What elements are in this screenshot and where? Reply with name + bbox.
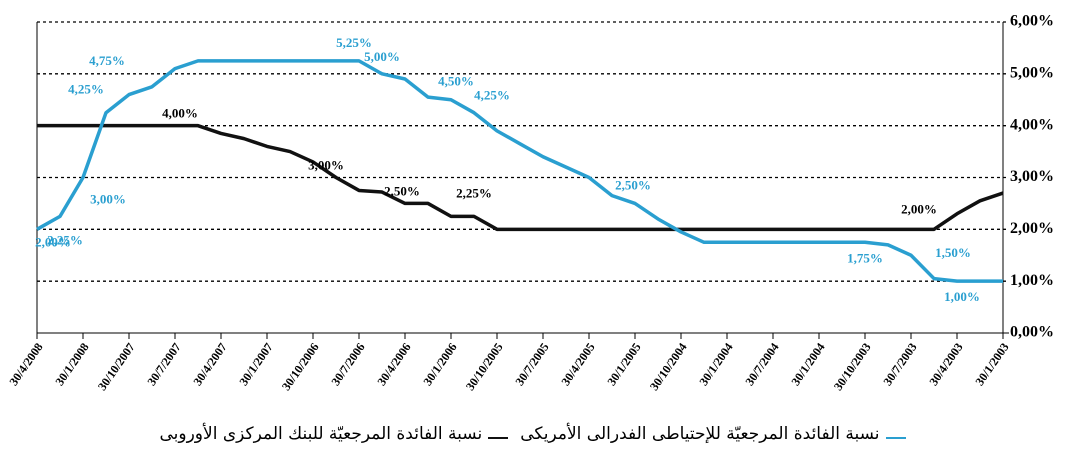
legend-swatch [885,437,906,439]
x-tick-label: 30/1/2006 [420,340,459,388]
y-tick-label: 5,00% [1010,65,1054,82]
chart: 0,00% 1,00% 2,00% 3,00% 4,00% 5,00% 6,00% 30/4/… [6,13,1054,393]
legend: نسبة الفائدة المرجعيّة للإحتياطى الفدرال… [0,424,1065,444]
x-tick-label: 30/10/2006 [279,340,322,393]
x-tick-label: 30/1/2007 [236,340,275,388]
y-tick-label: 4,00% [1010,116,1054,133]
x-tick-label: 30/4/2006 [374,340,413,388]
data-label: 5,25% [336,35,372,50]
data-label: 2,50% [615,177,651,192]
x-tick-label: 30/7/2005 [512,340,551,388]
x-tick-label: 30/1/2003 [972,340,1011,388]
y-tick-label: 6,00% [1010,13,1054,30]
x-tick-label: 30/7/2004 [742,340,781,388]
line [36,59,1003,283]
legend-item: نسبة الفائدة المرجعيّة للبنك المركزى الأ… [159,424,509,444]
data-label: 4,00% [162,106,198,121]
x-tick-label: 30/4/2003 [926,340,965,388]
x-tick-label: 30/7/2003 [880,340,919,388]
data-label: 2,00% [901,201,937,216]
data-label: 4,25% [474,88,510,103]
x-tick-label: 30/1/2004 [788,340,827,388]
x-tick-label: 30/7/2007 [144,340,183,388]
y-tick-label: 1,00% [1010,272,1054,289]
y-tick-label: 0,00% [1010,324,1054,341]
data-label: 4,50% [438,74,474,89]
data-label: 2,25% [47,232,83,247]
legend-item: نسبة الفائدة المرجعيّة للإحتياطى الفدرال… [520,424,906,444]
x-tick-label: 30/4/2008 [6,340,45,388]
data-label: 2,50% [384,183,420,198]
y-tick-label: 2,00% [1010,220,1054,237]
legend-label: نسبة الفائدة المرجعيّة للبنك المركزى الأ… [159,424,483,444]
data-label: 1,50% [935,245,971,260]
data-label: 2,00% [35,234,71,249]
line [37,123,1004,232]
x-tick-label: 30/1/2005 [604,340,643,388]
legend-label: نسبة الفائدة المرجعيّة للإحتياطى الفدرال… [520,424,880,444]
x-tick-label: 30/10/2007 [95,340,138,393]
x-tick-label: 30/7/2006 [328,340,367,388]
x-tick-label: 30/1/2004 [696,340,735,388]
data-label: 4,25% [68,82,104,97]
x-tick-label: 30/4/2007 [190,340,229,388]
x-tick-label: 30/1/2008 [52,340,91,388]
x-tick-label: 30/10/2003 [831,340,874,393]
data-label: 1,75% [847,250,883,265]
y-tick-label: 3,00% [1010,168,1054,185]
data-label: 1,00% [944,289,980,304]
x-tick-label: 30/10/2005 [463,340,506,393]
data-label: 2,25% [456,185,492,200]
data-label: 5,00% [364,49,400,64]
x-tick-label: 30/10/2004 [647,340,690,393]
x-tick-label: 30/4/2005 [558,340,597,388]
data-label: 4,75% [89,53,125,68]
legend-swatch [488,437,509,439]
data-label: 3,00% [308,157,344,172]
data-label: 3,00% [90,191,126,206]
